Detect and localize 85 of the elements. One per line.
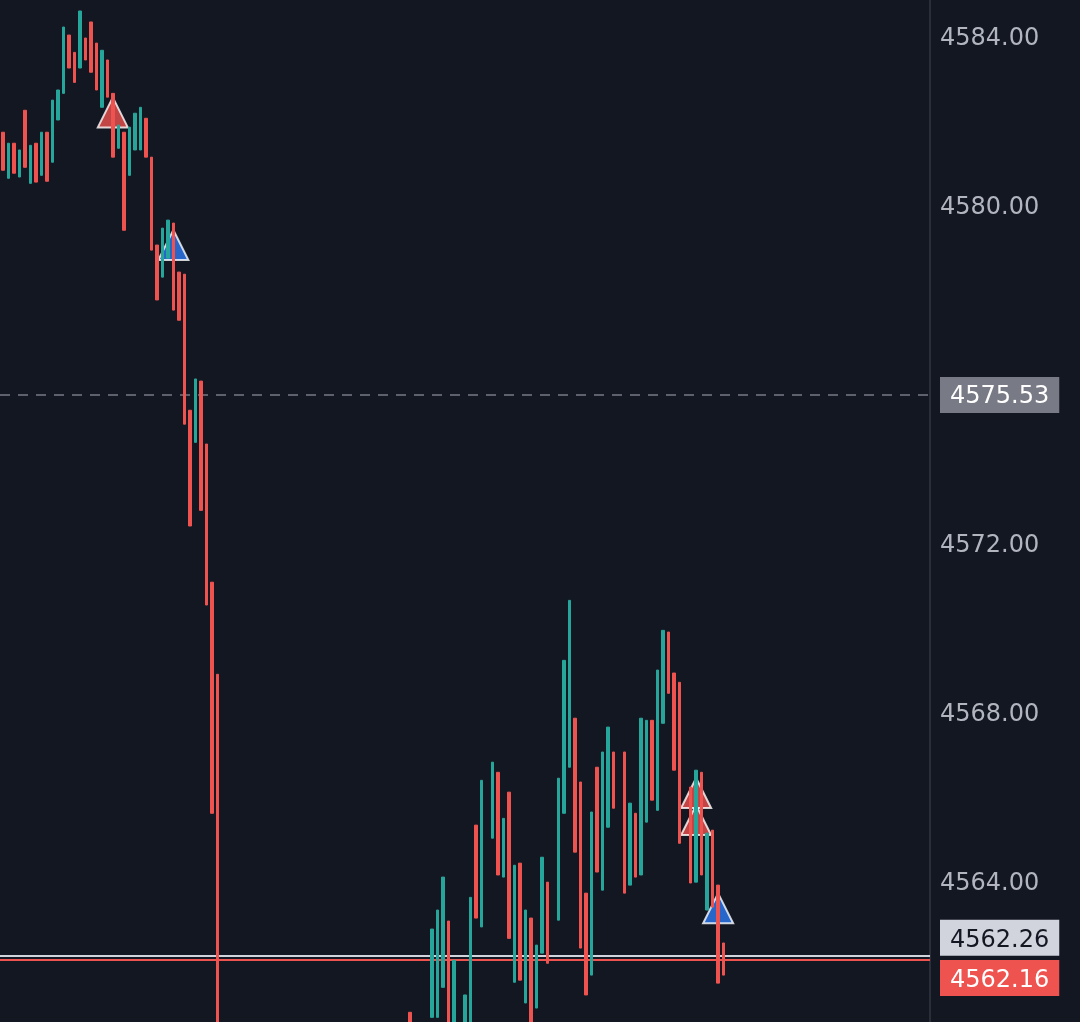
candlestick [45,131,49,182]
candlestick [513,864,516,983]
y-tick-label: 4580.00 [940,192,1040,221]
candlestick [502,817,505,878]
candlestick [67,34,71,69]
candlestick [474,824,478,919]
candlestick [601,751,604,891]
candlestick [100,49,104,108]
candlestick [144,117,148,158]
candlestick [128,126,131,176]
candlestick [122,131,126,231]
candlestick [672,672,676,771]
candlestick [507,791,511,939]
candlestick [12,142,16,174]
candlestick [117,124,120,149]
candlestick [535,944,538,1009]
candlestick [667,631,670,694]
candlestick [150,156,153,251]
candlestick [628,802,632,886]
candlestick [205,443,208,606]
candlestick [106,59,109,98]
candlestick [34,142,38,183]
candlestick [133,112,137,151]
candlestick [441,876,445,988]
candlestick [639,717,643,876]
candlestick [199,380,203,511]
ref-line-label: 4562.16 [950,964,1050,993]
candlestick [557,777,560,921]
candlestick [40,131,43,176]
candlestick [496,771,500,876]
candlestick [89,21,93,73]
candlestick [656,669,659,811]
candlestick [161,227,164,278]
candlestick [155,244,159,301]
candlestick [568,599,571,768]
candlestick [606,726,610,828]
candlestick [177,271,181,321]
candlestick [705,832,709,911]
candlestick [436,909,439,1018]
candlestick [1,131,5,171]
candlestick [650,719,654,801]
y-tick-label: 4584.00 [940,23,1040,52]
ref-line-label: 4562.26 [950,924,1050,953]
candlestick [408,1011,412,1022]
y-tick-label: 4564.00 [940,868,1040,897]
candlestick [463,994,467,1022]
candlestick [18,149,21,178]
candlestick [524,909,527,1004]
candlestick [694,769,698,883]
candlestick [51,99,54,163]
candlestick [23,109,27,168]
candlestick [73,51,76,83]
candlestick [7,142,10,179]
candlestick [661,629,665,724]
candlestick [612,751,615,809]
candlestick [590,811,593,976]
candlestick [634,812,637,878]
candlestick [645,719,648,823]
candlestick [579,781,582,949]
candlestick [469,896,472,1022]
candlestick [95,42,98,91]
candlestick [84,37,87,61]
candlestick [562,659,566,814]
candlestick [139,106,142,151]
candlestick [29,144,32,184]
candlestick [491,761,494,839]
y-tick-label: 4568.00 [940,699,1040,728]
candlestick [78,10,82,69]
candlestick [623,751,626,894]
candlestick [172,222,175,311]
candlestick [56,89,60,121]
candlestick [573,717,577,853]
candlestick [194,378,197,443]
y-tick-label: 4572.00 [940,530,1040,559]
candlestick [183,273,186,425]
candlestick [540,856,544,954]
candlestick [452,959,456,1022]
candlestick [166,219,170,259]
candlestick [188,409,192,527]
candlestick [210,581,214,814]
ref-line-label: 4575.53 [950,381,1050,410]
candlestick [480,779,483,928]
candlestick [430,928,434,1018]
candlestick [595,766,599,873]
candlestick [62,26,65,94]
